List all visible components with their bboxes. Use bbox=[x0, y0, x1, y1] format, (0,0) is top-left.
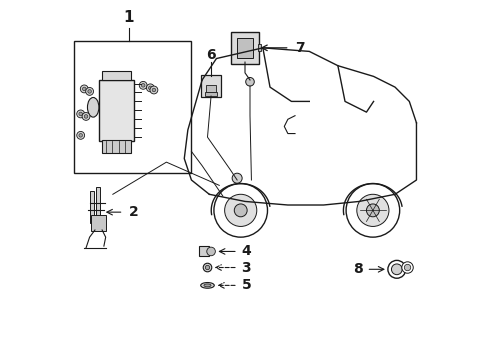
Circle shape bbox=[392, 264, 402, 275]
Text: 5: 5 bbox=[242, 278, 251, 292]
FancyBboxPatch shape bbox=[201, 75, 221, 97]
Circle shape bbox=[207, 247, 215, 256]
Bar bbox=[134, 84, 142, 137]
Circle shape bbox=[82, 87, 86, 91]
Text: 2: 2 bbox=[129, 205, 139, 219]
Circle shape bbox=[232, 173, 242, 183]
Circle shape bbox=[147, 84, 154, 92]
Circle shape bbox=[357, 194, 389, 226]
Bar bbox=[96, 187, 100, 223]
Circle shape bbox=[367, 204, 379, 217]
Bar bbox=[102, 71, 131, 80]
Bar bbox=[102, 140, 131, 153]
Circle shape bbox=[84, 114, 88, 118]
Circle shape bbox=[402, 262, 413, 273]
Circle shape bbox=[77, 110, 85, 118]
Bar bbox=[237, 38, 253, 58]
Text: 8: 8 bbox=[353, 262, 363, 276]
Circle shape bbox=[86, 87, 94, 95]
Circle shape bbox=[245, 77, 254, 86]
Circle shape bbox=[79, 134, 82, 137]
Circle shape bbox=[205, 265, 210, 270]
Bar bbox=[206, 85, 217, 93]
Circle shape bbox=[79, 112, 82, 116]
Circle shape bbox=[388, 260, 406, 278]
Circle shape bbox=[224, 194, 257, 226]
Circle shape bbox=[142, 84, 145, 87]
Text: 3: 3 bbox=[242, 261, 251, 275]
FancyBboxPatch shape bbox=[231, 32, 259, 64]
Text: 6: 6 bbox=[206, 48, 216, 62]
Bar bbox=[90, 191, 94, 223]
Circle shape bbox=[234, 204, 247, 217]
Text: 7: 7 bbox=[295, 41, 305, 55]
Bar bbox=[88, 98, 99, 117]
Bar bbox=[258, 44, 261, 51]
Bar bbox=[205, 92, 218, 96]
Circle shape bbox=[88, 90, 92, 93]
Circle shape bbox=[148, 86, 152, 90]
Bar bbox=[74, 41, 192, 173]
Circle shape bbox=[152, 88, 156, 92]
Text: 1: 1 bbox=[123, 10, 134, 24]
Circle shape bbox=[214, 184, 268, 237]
Circle shape bbox=[346, 184, 400, 237]
Ellipse shape bbox=[201, 283, 214, 288]
Circle shape bbox=[80, 85, 88, 93]
Circle shape bbox=[82, 112, 90, 120]
Circle shape bbox=[77, 131, 85, 139]
Circle shape bbox=[150, 86, 158, 94]
Circle shape bbox=[404, 264, 411, 271]
Bar bbox=[98, 80, 134, 141]
Text: 4: 4 bbox=[242, 244, 251, 258]
Ellipse shape bbox=[204, 284, 211, 287]
Ellipse shape bbox=[88, 98, 99, 117]
Circle shape bbox=[203, 263, 212, 272]
Circle shape bbox=[139, 81, 147, 89]
FancyBboxPatch shape bbox=[91, 215, 106, 231]
FancyBboxPatch shape bbox=[199, 247, 209, 256]
